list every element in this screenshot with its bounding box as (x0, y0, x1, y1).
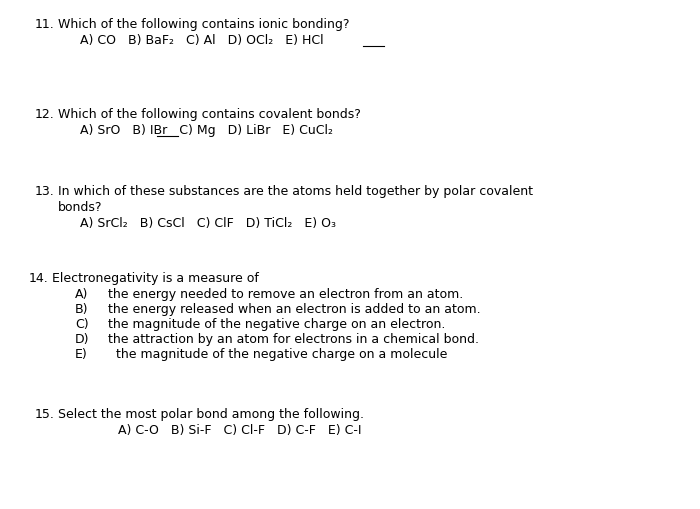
Text: the attraction by an atom for electrons in a chemical bond.: the attraction by an atom for electrons … (108, 333, 479, 346)
Text: Which of the following contains ionic bonding?: Which of the following contains ionic bo… (58, 18, 349, 31)
Text: the magnitude of the negative charge on an electron.: the magnitude of the negative charge on … (108, 318, 445, 331)
Text: A) SrO   B) IBr   C) Mg   D) LiBr   E) CuCl₂: A) SrO B) IBr C) Mg D) LiBr E) CuCl₂ (80, 124, 333, 137)
Text: In which of these substances are the atoms held together by polar covalent: In which of these substances are the ato… (58, 185, 533, 198)
Text: E): E) (75, 348, 88, 361)
Text: Select the most polar bond among the following.: Select the most polar bond among the fol… (58, 408, 364, 421)
Text: the magnitude of the negative charge on a molecule: the magnitude of the negative charge on … (108, 348, 447, 361)
Text: B): B) (75, 303, 88, 316)
Text: 12.: 12. (35, 108, 55, 121)
Text: 13.: 13. (35, 185, 55, 198)
Text: A) SrCl₂   B) CsCl   C) ClF   D) TiCl₂   E) O₃: A) SrCl₂ B) CsCl C) ClF D) TiCl₂ E) O₃ (80, 217, 336, 230)
Text: 15.: 15. (35, 408, 55, 421)
Text: C): C) (75, 318, 89, 331)
Text: A): A) (75, 288, 88, 301)
Text: A) CO   B) BaF₂   C) Al   D) OCl₂   E) HCl: A) CO B) BaF₂ C) Al D) OCl₂ E) HCl (80, 34, 323, 47)
Text: 14.: 14. (29, 272, 49, 285)
Text: the energy needed to remove an electron from an atom.: the energy needed to remove an electron … (108, 288, 463, 301)
Text: Electronegativity is a measure of: Electronegativity is a measure of (52, 272, 259, 285)
Text: bonds?: bonds? (58, 201, 102, 214)
Text: 11.: 11. (35, 18, 55, 31)
Text: the energy released when an electron is added to an atom.: the energy released when an electron is … (108, 303, 481, 316)
Text: Which of the following contains covalent bonds?: Which of the following contains covalent… (58, 108, 361, 121)
Text: D): D) (75, 333, 90, 346)
Text: A) C-O   B) Si-F   C) Cl-F   D) C-F   E) C-I: A) C-O B) Si-F C) Cl-F D) C-F E) C-I (118, 424, 361, 437)
